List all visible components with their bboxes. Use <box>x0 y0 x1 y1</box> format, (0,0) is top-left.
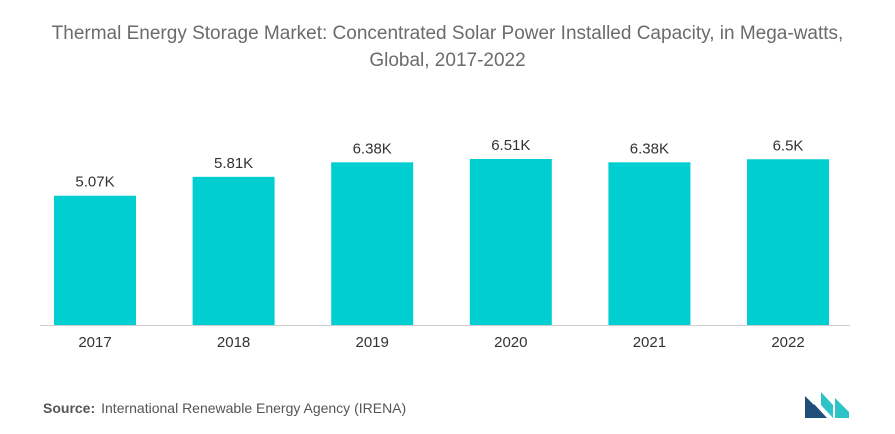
source-label: Source: <box>43 400 96 416</box>
mordor-intelligence-logo-icon <box>805 392 849 418</box>
bar-2020 <box>469 159 552 325</box>
x-tick-label-2019: 2019 <box>356 334 389 351</box>
data-label-2017: 5.07K <box>75 174 114 191</box>
source-note: Source: International Renewable Energy Ag… <box>43 400 406 416</box>
chart-title: Thermal Energy Storage Market: Concentra… <box>51 23 844 71</box>
bar-2017 <box>54 195 136 325</box>
bar-2019 <box>331 162 414 325</box>
data-label-2020: 6.51K <box>491 137 530 154</box>
x-tick-label-2022: 2022 <box>771 334 804 351</box>
x-tick-label-2020: 2020 <box>494 334 527 351</box>
data-label-2022: 6.5K <box>773 137 804 154</box>
bar-2021 <box>608 162 691 325</box>
x-tick-label-2021: 2021 <box>633 334 666 351</box>
data-label-2019: 6.38K <box>353 140 392 157</box>
bar-2018 <box>192 176 275 325</box>
data-label-2021: 6.38K <box>630 140 669 157</box>
x-tick-label-2018: 2018 <box>217 334 250 351</box>
data-label-2018: 5.81K <box>214 155 253 172</box>
source-text: International Renewable Energy Agency (I… <box>101 400 407 416</box>
bar-2022 <box>747 159 829 325</box>
x-tick-label-2017: 2017 <box>78 334 111 351</box>
